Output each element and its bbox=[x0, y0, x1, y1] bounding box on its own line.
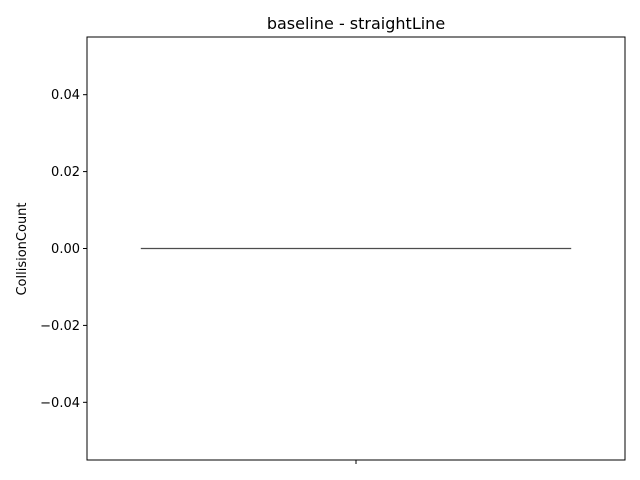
y-tick-label: 0.00 bbox=[51, 242, 80, 257]
chart-title: baseline - straightLine bbox=[267, 14, 445, 33]
y-tick-label: −0.04 bbox=[40, 396, 80, 411]
y-axis-ticks: −0.04 −0.02 0.00 0.02 0.04 bbox=[40, 88, 87, 411]
y-tick-label: 0.02 bbox=[51, 165, 80, 180]
y-tick-label: −0.02 bbox=[40, 319, 80, 334]
y-tick-label: 0.04 bbox=[51, 88, 80, 103]
y-axis-label: CollisionCount bbox=[15, 202, 30, 295]
